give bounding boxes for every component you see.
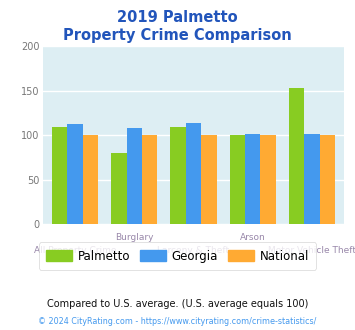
- Bar: [320, 135, 335, 224]
- Bar: [142, 135, 157, 224]
- Bar: [245, 134, 260, 224]
- Text: Larceny & Theft: Larceny & Theft: [157, 246, 230, 255]
- Text: Property Crime Comparison: Property Crime Comparison: [63, 28, 292, 43]
- Text: © 2024 CityRating.com - https://www.cityrating.com/crime-statistics/: © 2024 CityRating.com - https://www.city…: [38, 317, 317, 326]
- Text: Burglary: Burglary: [115, 233, 154, 242]
- Bar: [83, 135, 98, 224]
- Text: Motor Vehicle Theft: Motor Vehicle Theft: [268, 246, 355, 255]
- Bar: [111, 153, 127, 224]
- Bar: [127, 128, 142, 224]
- Bar: [289, 88, 304, 224]
- Bar: [67, 124, 83, 224]
- Bar: [186, 123, 201, 224]
- Bar: [52, 127, 67, 224]
- Bar: [230, 135, 245, 224]
- Bar: [304, 134, 320, 224]
- Text: All Property Crime: All Property Crime: [34, 246, 116, 255]
- Bar: [201, 135, 217, 224]
- Text: Compared to U.S. average. (U.S. average equals 100): Compared to U.S. average. (U.S. average …: [47, 299, 308, 309]
- Text: 2019 Palmetto: 2019 Palmetto: [117, 10, 238, 25]
- Legend: Palmetto, Georgia, National: Palmetto, Georgia, National: [39, 243, 316, 270]
- Bar: [260, 135, 276, 224]
- Bar: [170, 127, 186, 224]
- Text: Arson: Arson: [240, 233, 266, 242]
